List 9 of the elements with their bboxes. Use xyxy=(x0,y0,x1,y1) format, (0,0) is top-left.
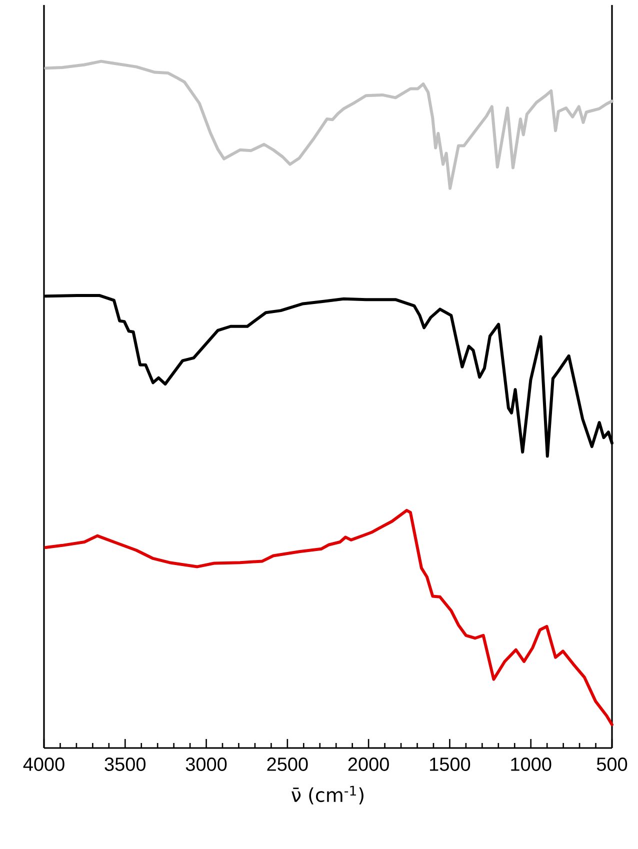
x-tick-label: 3000 xyxy=(186,758,227,771)
x-tick-label: 3500 xyxy=(104,758,146,771)
x-tick-label: 4000 xyxy=(23,758,64,771)
x-tick-label: 1000 xyxy=(511,758,552,771)
x-tick-label: 500 xyxy=(596,758,628,771)
x-axis-title: ν̄ (cm$^{-1}$) xyxy=(292,786,364,804)
x-tick-label: 1500 xyxy=(430,758,470,771)
x-tick-label: 2500 xyxy=(267,758,308,771)
x-tick-label: 2000 xyxy=(348,758,389,771)
